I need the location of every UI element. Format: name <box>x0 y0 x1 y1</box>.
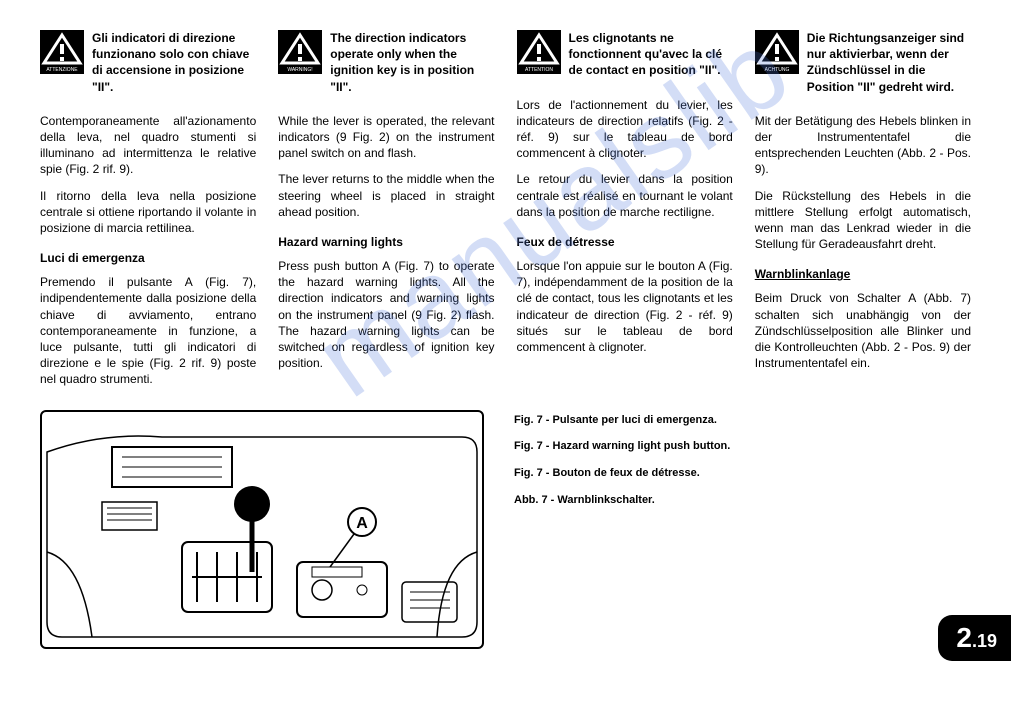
heading-de: Warnblinkanlage <box>755 266 971 282</box>
warning-icon: WARNING! <box>278 30 322 95</box>
svg-text:ATTENTION: ATTENTION <box>525 67 553 73</box>
figure-7: A <box>40 410 484 649</box>
page-small: .19 <box>972 629 997 653</box>
warning-block-it: ATTENZIONE Gli indicatori di direzione f… <box>40 30 256 95</box>
para-de-2: Die Rückstellung des Hebels in die mittl… <box>755 188 971 253</box>
warning-icon: ATTENZIONE <box>40 30 84 95</box>
col-fr: ATTENTION Les clignotants ne fonctionnen… <box>517 30 733 398</box>
caption-it: Fig. 7 - Pulsante per luci di emergenza. <box>514 410 730 431</box>
svg-text:WARNING!: WARNING! <box>288 67 313 73</box>
page-number-tab: 2.19 <box>938 615 1011 661</box>
warning-block-fr: ATTENTION Les clignotants ne fonctionnen… <box>517 30 733 79</box>
heading-it: Luci di emergenza <box>40 250 256 266</box>
para-de-1: Mit der Betätigung des Hebels blinken in… <box>755 113 971 178</box>
caption-en: Fig. 7 - Hazard warning light push butto… <box>514 436 730 457</box>
warning-text-en: The direction indicators operate only wh… <box>330 30 494 95</box>
svg-text:A: A <box>356 515 368 532</box>
figure-captions: Fig. 7 - Pulsante per luci di emergenza.… <box>514 410 730 518</box>
heading-en: Hazard warning lights <box>278 234 494 250</box>
warning-icon: ACHTUNG <box>755 30 799 95</box>
para-fr-1: Lors de l'actionnement du levier, les in… <box>517 97 733 162</box>
page-big: 2 <box>956 619 972 657</box>
warning-block-en: WARNING! The direction indicators operat… <box>278 30 494 95</box>
lower-row: A Fig. 7 - Pulsante per luci di emergenz… <box>40 410 971 649</box>
para-en-2: The lever returns to the middle when the… <box>278 171 494 220</box>
para-en-3: Press push button A (Fig. 7) to operate … <box>278 258 494 371</box>
col-de: ACHTUNG Die Richtungsanzeiger sind nur a… <box>755 30 971 398</box>
para-fr-2: Le retour du levier dans la position cen… <box>517 171 733 220</box>
warning-text-fr: Les clignotants ne fonctionnent qu'avec … <box>569 30 733 79</box>
para-en-1: While the lever is operated, the relevan… <box>278 113 494 162</box>
para-it-3: Premendo il pulsante A (Fig. 7), indipen… <box>40 274 256 387</box>
caption-de: Abb. 7 - Warnblinkschalter. <box>514 490 730 511</box>
col-en: WARNING! The direction indicators operat… <box>278 30 494 398</box>
caption-fr: Fig. 7 - Bouton de feux de détresse. <box>514 463 730 484</box>
svg-text:ACHTUNG: ACHTUNG <box>764 67 789 73</box>
para-fr-3: Lorsque l'on appuie sur le bouton A (Fig… <box>517 258 733 355</box>
warning-block-de: ACHTUNG Die Richtungsanzeiger sind nur a… <box>755 30 971 95</box>
warning-text-it: Gli indicatori di direzione funzionano s… <box>92 30 256 95</box>
col-it: ATTENZIONE Gli indicatori di direzione f… <box>40 30 256 398</box>
text-columns: ATTENZIONE Gli indicatori di direzione f… <box>40 30 971 398</box>
heading-fr: Feux de détresse <box>517 234 733 250</box>
warning-text-de: Die Richtungsanzeiger sind nur aktivierb… <box>807 30 971 95</box>
para-it-2: Il ritorno della leva nella posizione ce… <box>40 188 256 237</box>
svg-text:ATTENZIONE: ATTENZIONE <box>46 67 78 73</box>
para-de-3: Beim Druck von Schalter A (Abb. 7) schal… <box>755 290 971 371</box>
para-it-1: Contemporaneamente all'azionamento della… <box>40 113 256 178</box>
warning-icon: ATTENTION <box>517 30 561 79</box>
